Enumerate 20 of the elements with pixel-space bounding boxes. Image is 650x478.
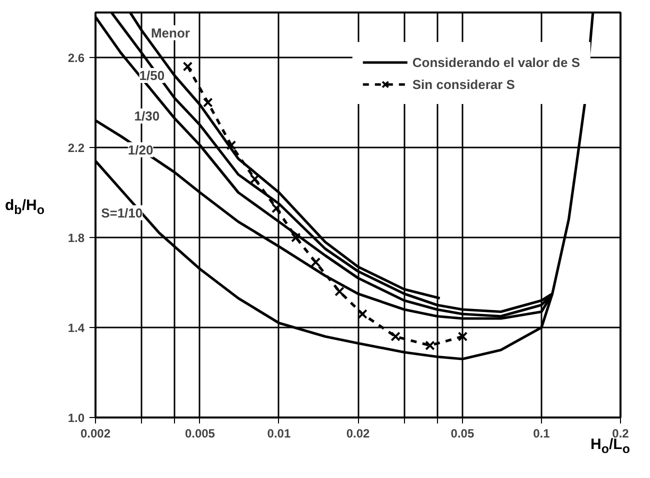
annotation: Menor — [150, 25, 190, 40]
x-tick-label: 0.002 — [80, 426, 111, 440]
legend-label: Considerando el valor de S — [412, 54, 580, 70]
y-axis-title: d$_{b}$/H$_{o}$ — [5, 197, 44, 217]
x-tick-label: 0.02 — [346, 426, 370, 440]
y-tick-label: 2.2 — [68, 141, 85, 155]
x-axis-title: H$_{o}$/L$_{o}$ — [590, 436, 630, 456]
x-tick-label: 0.005 — [184, 426, 216, 440]
annotation: 1/50 — [139, 68, 165, 83]
legend-label: Sin considerar S — [412, 76, 515, 92]
y-tick-label: 1.0 — [68, 411, 85, 425]
x-tick-label: 0.05 — [450, 426, 474, 440]
y-tick-label: 1.8 — [68, 231, 85, 245]
y-tick-label: 1.4 — [68, 321, 85, 335]
x-tick-label: 0.01 — [267, 426, 291, 440]
annotation: S=1/10 — [101, 205, 143, 220]
annotation: 1/30 — [134, 108, 160, 124]
annotation: 1/20 — [128, 142, 154, 158]
y-tick-label: 2.6 — [68, 51, 85, 65]
x-tick-label: 0.1 — [533, 426, 550, 440]
